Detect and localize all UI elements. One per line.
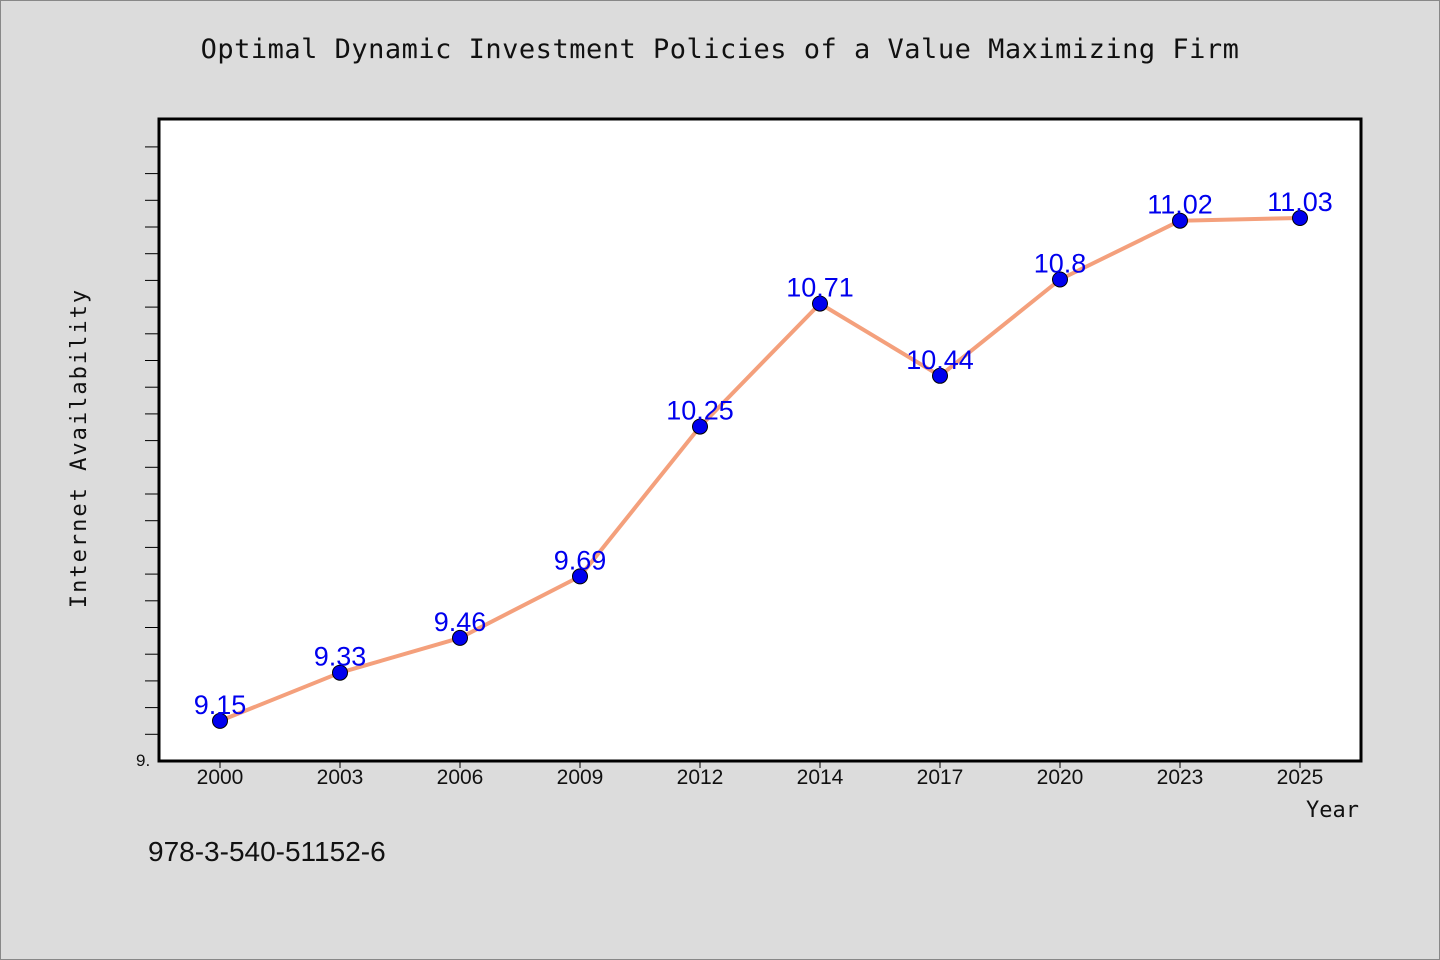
data-point [1172, 212, 1188, 229]
x-tick-label: 2000 [197, 766, 244, 789]
x-tick-label: 2025 [1277, 766, 1324, 789]
chart-title: Optimal Dynamic Investment Policies of a… [200, 34, 1240, 65]
data-label: 10.44 [906, 345, 974, 375]
x-tick-label: 2006 [437, 766, 484, 789]
series-line [219, 216, 1301, 723]
data-point [212, 712, 228, 729]
x-tick-label: 2009 [557, 766, 604, 789]
data-point [1052, 271, 1068, 288]
data-point [452, 629, 468, 646]
y-axis-label: Internet Availability [67, 288, 92, 608]
data-point [332, 664, 348, 681]
data-point [932, 367, 948, 384]
data-label: 10.25 [666, 396, 734, 426]
data-label: 10.8 [1034, 249, 1087, 279]
plot-area [157, 117, 1363, 763]
x-axis-ticks: 2000 2003 2006 2009 2012 2014 2017 2020 2023 2025 [197, 762, 1324, 789]
data-label: 9.69 [554, 545, 607, 575]
data-label: 9.46 [434, 607, 487, 637]
data-label: 11.03 [1267, 187, 1333, 217]
y-axis-ticks [145, 146, 158, 735]
footer-code: 978-3-540-51152-6 [148, 836, 386, 867]
data-label: 9.15 [194, 690, 247, 720]
data-label: 10.71 [786, 273, 854, 303]
x-tick-label: 2012 [677, 766, 724, 789]
data-point [692, 418, 708, 435]
y-tick-label: 9. [136, 751, 150, 770]
data-label: 9.33 [314, 642, 367, 672]
data-label: 11.02 [1147, 190, 1213, 220]
x-tick-label: 2003 [317, 766, 364, 789]
data-point [572, 568, 588, 585]
x-tick-label: 2023 [1157, 766, 1204, 789]
x-tick-label: 2014 [797, 766, 844, 789]
data-labels: 9.15 9.33 9.46 9.69 10.25 10.71 10.44 10.8 11.02… [194, 187, 1333, 720]
data-point [812, 295, 828, 312]
x-tick-label: 2017 [917, 766, 964, 789]
x-tick-label: 2020 [1037, 766, 1084, 789]
series-markers [212, 210, 1308, 729]
data-point [1292, 210, 1308, 226]
x-axis-label: Year [1306, 798, 1359, 823]
